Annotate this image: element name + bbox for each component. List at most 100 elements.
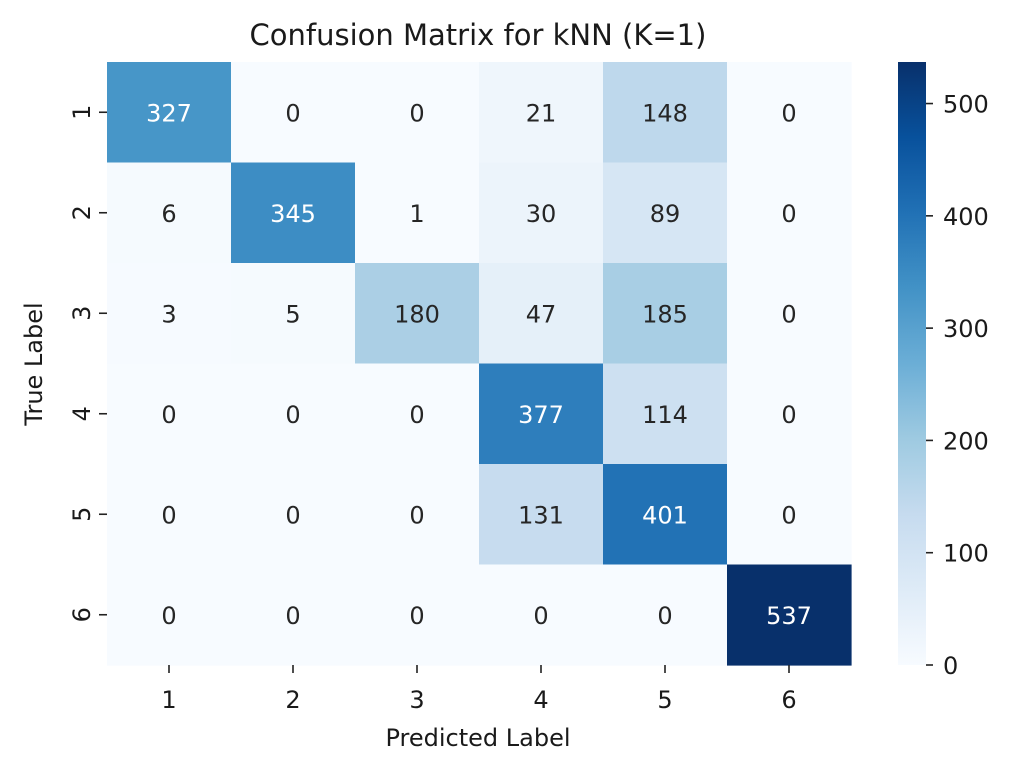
cell-value-label: 537 [766,602,812,630]
heatmap-cell-r4-c6 [727,363,852,465]
heatmap-cell-r5-c4 [479,464,604,566]
heatmap-cell-r6-c5 [603,564,728,666]
x-axis-label: Predicted Label [385,724,570,752]
heatmap-cell-r2-c1 [107,162,232,264]
cell-value-label: 0 [409,401,424,429]
cell-value-label: 0 [285,602,300,630]
cell-value-label: 114 [642,401,688,429]
cell-value-label: 0 [781,300,796,328]
cell-value-label: 47 [526,300,557,328]
cell-value-label: 89 [650,200,681,228]
cell-value-label: 0 [161,501,176,529]
cell-value-label: 0 [409,501,424,529]
cell-value-label: 180 [394,300,440,328]
colorbar-tick-label: 400 [943,203,989,231]
cell-value-label: 0 [781,99,796,127]
colorbar-tick-label: 500 [943,91,989,119]
heatmap-cell-r5-c5 [603,464,728,566]
cell-value-label: 3 [161,300,176,328]
cell-value-label: 0 [161,602,176,630]
heatmap-cell-r1-c3 [355,62,480,164]
heatmap-cell-r5-c1 [107,464,232,566]
y-tick-label: 4 [68,406,96,421]
colorbar-tick-label: 200 [943,427,989,455]
x-axis-ticks: 1 2 3 4 5 6 [161,665,797,714]
cell-value-label: 21 [526,99,557,127]
cell-value-label: 1 [409,200,424,228]
heatmap-cell-r1-c4 [479,62,604,164]
heatmap-cell-r3-c4 [479,263,604,365]
cell-value-label: 30 [526,200,557,228]
cell-value-label: 377 [518,401,564,429]
heatmap-cell-r6-c4 [479,564,604,666]
colorbar-ticks: 0 100 200 300 400 500 [926,91,989,680]
heatmap-cell-r1-c2 [231,62,356,164]
cell-value-label: 131 [518,501,564,529]
heatmap-cell-r2-c3 [355,162,480,264]
x-tick-label: 4 [533,686,548,714]
x-tick-label: 6 [781,686,796,714]
y-tick-label: 1 [68,105,96,120]
x-tick-label: 2 [285,686,300,714]
y-tick-label: 6 [68,607,96,622]
heatmap-cell-r3-c5 [603,263,728,365]
heatmap-cell-r1-c6 [727,62,852,164]
colorbar [898,62,926,665]
colorbar-tick-label: 0 [943,652,958,680]
heatmap-cells: 327 0 0 21 148 0 6 345 1 30 89 0 3 5 180 47 185 0 0 0 0 377 11… [107,62,852,666]
cell-value-label: 0 [285,501,300,529]
cell-value-label: 401 [642,501,688,529]
cell-value-label: 0 [161,401,176,429]
heatmap-cell-r3-c1 [107,263,232,365]
heatmap-cell-r4-c5 [603,363,728,465]
y-tick-label: 3 [68,306,96,321]
y-tick-label: 2 [68,205,96,220]
cell-value-label: 0 [285,401,300,429]
x-tick-label: 1 [161,686,176,714]
cell-value-label: 0 [409,602,424,630]
cell-value-label: 148 [642,99,688,127]
heatmap-cell-r5-c2 [231,464,356,566]
heatmap-cell-r1-c1 [107,62,232,164]
heatmap-cell-r6-c2 [231,564,356,666]
cell-value-label: 185 [642,300,688,328]
chart-title: Confusion Matrix for kNN (K=1) [250,18,707,52]
heatmap-cell-r4-c3 [355,363,480,465]
cell-value-label: 0 [409,99,424,127]
cell-value-label: 0 [533,602,548,630]
cell-value-label: 0 [285,99,300,127]
heatmap-cell-r2-c4 [479,162,604,264]
y-axis-ticks: 1 2 3 4 5 6 [68,105,107,622]
heatmap-cell-r3-c2 [231,263,356,365]
cell-value-label: 5 [285,300,300,328]
colorbar-tick-label: 300 [943,315,989,343]
cell-value-label: 327 [146,99,192,127]
heatmap-cell-r5-c3 [355,464,480,566]
heatmap-cell-r1-c5 [603,62,728,164]
y-axis-label: True Label [20,302,48,426]
heatmap-cell-r4-c1 [107,363,232,465]
heatmap-cell-r2-c5 [603,162,728,264]
x-tick-label: 3 [409,686,424,714]
cell-value-label: 0 [781,401,796,429]
cell-value-label: 0 [781,501,796,529]
heatmap-cell-r3-c3 [355,263,480,365]
colorbar-tick-label: 100 [943,540,989,568]
cell-value-label: 6 [161,200,176,228]
heatmap-cell-r6-c6 [727,564,852,666]
cell-value-label: 0 [657,602,672,630]
cell-value-label: 345 [270,200,316,228]
heatmap-cell-r6-c1 [107,564,232,666]
cell-value-label: 0 [781,200,796,228]
heatmap-cell-r6-c3 [355,564,480,666]
heatmap-cell-r4-c4 [479,363,604,465]
y-tick-label: 5 [68,507,96,522]
heatmap-cell-r2-c2 [231,162,356,264]
heatmap-cell-r4-c2 [231,363,356,465]
heatmap-cell-r2-c6 [727,162,852,264]
x-tick-label: 5 [657,686,672,714]
heatmap-cell-r3-c6 [727,263,852,365]
heatmap-cell-r5-c6 [727,464,852,566]
